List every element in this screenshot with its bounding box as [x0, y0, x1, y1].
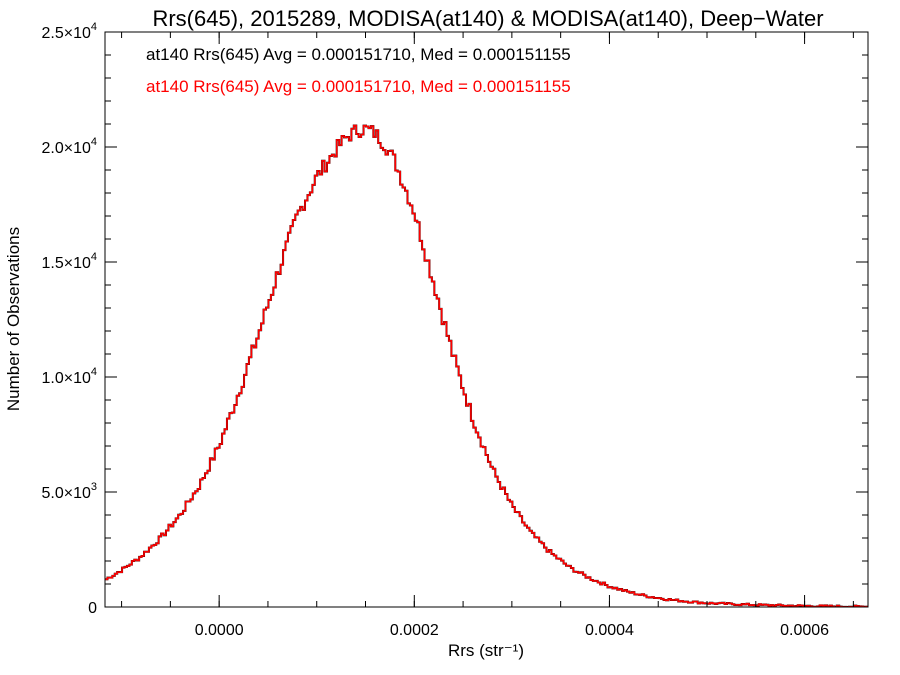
y-tick-label: 5.0×103 — [41, 481, 97, 502]
y-axis-label: Number of Observations — [4, 227, 23, 411]
y-tick-label: 2.5×104 — [41, 21, 97, 42]
x-tick-label: 0.0000 — [195, 622, 244, 639]
y-tick-label: 0 — [88, 600, 97, 617]
x-axis-label: Rrs (str⁻¹) — [448, 641, 524, 660]
chart-title: Rrs(645), 2015289, MODISA(at140) & MODIS… — [152, 6, 823, 31]
x-tick-label: 0.0006 — [780, 622, 829, 639]
y-tick-label: 1.0×104 — [41, 366, 97, 387]
legend-entry-red: at140 Rrs(645) Avg = 0.000151710, Med = … — [146, 77, 571, 96]
tick-layer: 0.0000 0.0002 0.0004 0.0006 0 5.0×103 1.0×104 1… — [41, 21, 868, 639]
y-tick-label: 2.0×104 — [41, 136, 97, 157]
series-line-1 — [105, 124, 868, 607]
plot-frame — [104, 31, 869, 608]
series-line-0 — [105, 124, 868, 607]
x-tick-label: 0.0004 — [585, 622, 634, 639]
series-layer — [105, 124, 868, 607]
x-tick-label: 0.0002 — [390, 622, 439, 639]
y-tick-label: 1.5×104 — [41, 251, 97, 272]
legend-entry-black: at140 Rrs(645) Avg = 0.000151710, Med = … — [146, 45, 571, 64]
